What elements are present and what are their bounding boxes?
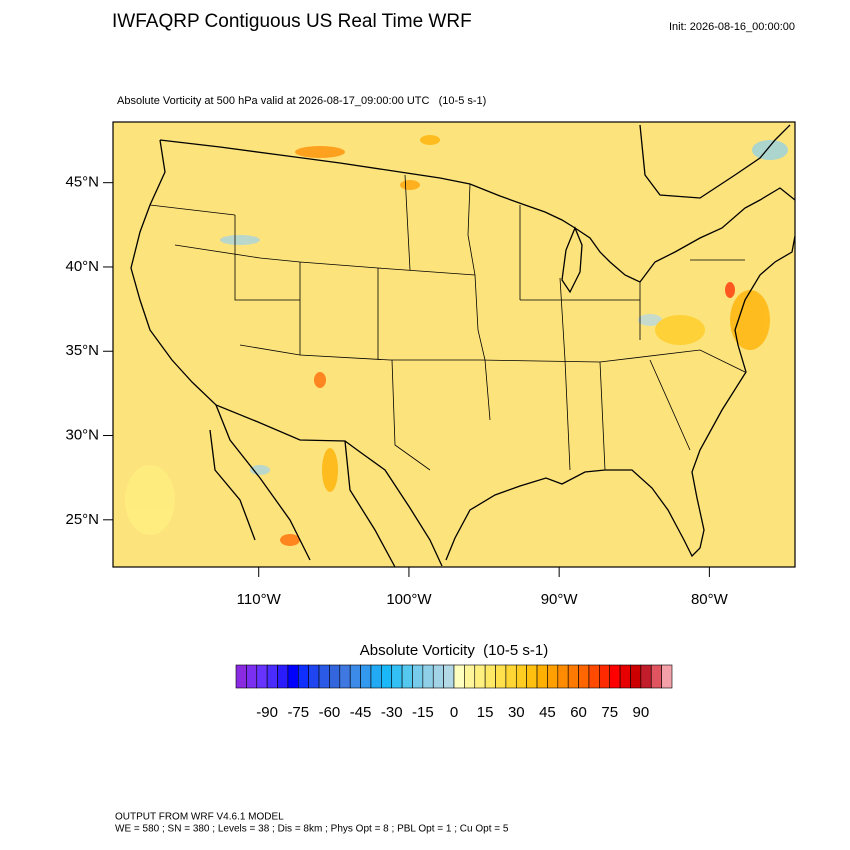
- colorbar-box: [277, 664, 289, 689]
- colorbar-box: [515, 664, 527, 689]
- colorbar-box: [464, 664, 476, 689]
- colorbar-box: [370, 664, 382, 689]
- colorbar-box: [619, 664, 631, 689]
- y-tick-label: 45°N: [65, 174, 99, 191]
- canada-coast: [639, 124, 791, 199]
- lake-michigan: [561, 226, 583, 294]
- y-tick-label: 35°N: [65, 342, 99, 359]
- colorbar-box: [661, 664, 673, 689]
- colorbar-box: [443, 664, 455, 689]
- colorbar-box: [422, 664, 434, 689]
- colorbar-box: [297, 664, 309, 689]
- colorbar-box: [318, 664, 330, 689]
- colorbar-tick-label: 0: [450, 704, 458, 721]
- colorbar-box: [235, 664, 247, 689]
- x-tick-label: 90°W: [541, 591, 579, 608]
- colorbar-box: [266, 664, 278, 689]
- x-tick-label: 80°W: [691, 591, 729, 608]
- footer-line: WE = 580 ; SN = 380 ; Levels = 38 ; Dis …: [115, 824, 509, 835]
- colorbar-box: [360, 664, 372, 689]
- colorbar-tick-label: -75: [287, 704, 309, 721]
- colorbar-box: [432, 664, 444, 689]
- colorbar-tick-label: 30: [508, 704, 525, 721]
- colorbar-box: [391, 664, 403, 689]
- colorbar-tick-label: 15: [477, 704, 494, 721]
- mexico-coast: [209, 404, 396, 568]
- y-tick-label: 30°N: [65, 426, 99, 443]
- colorbar-box: [536, 664, 548, 689]
- colorbar-tick-label: -90: [256, 704, 278, 721]
- colorbar-box: [339, 664, 351, 689]
- field-background: [113, 122, 795, 567]
- title: IWFAQRP Contiguous US Real Time WRF: [112, 11, 472, 32]
- colorbar-tick-label: -15: [412, 704, 434, 721]
- map-frame: [112, 121, 796, 568]
- map: 110°W 100°W 90°W 80°W 45°N 40°N 35°N 30°N 25°N: [65, 121, 796, 608]
- colorbar-box: [640, 664, 652, 689]
- colorbar-box: [547, 664, 559, 689]
- us-outline: [130, 139, 796, 567]
- colorbar-box: [609, 664, 621, 689]
- colorbar-box: [412, 664, 424, 689]
- colorbar-box: [567, 664, 579, 689]
- colorbar-box: [526, 664, 538, 689]
- colorbar-box: [578, 664, 590, 689]
- colorbar-box: [453, 664, 465, 689]
- y-tick-label: 40°N: [65, 258, 99, 275]
- colorbar-box: [329, 664, 341, 689]
- colorbar-box: [557, 664, 569, 689]
- colorbar-tick-label: -60: [319, 704, 341, 721]
- x-tick-label: 100°W: [386, 591, 432, 608]
- colorbar-tick-label: 75: [601, 704, 618, 721]
- x-tick-label: 110°W: [237, 591, 282, 608]
- init-time: Init: 2026-08-16_00:00:00: [669, 21, 795, 33]
- colorbar-box: [588, 664, 600, 689]
- colorbar-tick-label: 45: [539, 704, 556, 721]
- colorbar: -90 -75 -60 -45 -30 -15 0 15 30 45 60 75 90: [235, 664, 673, 721]
- colorbar-box: [599, 664, 611, 689]
- colorbar-box: [381, 664, 393, 689]
- colorbar-tick-label: -45: [350, 704, 372, 721]
- colorbar-box: [401, 664, 413, 689]
- colorbar-box: [349, 664, 361, 689]
- colorbar-box: [474, 664, 486, 689]
- colorbar-box: [256, 664, 268, 689]
- colorbar-box: [484, 664, 496, 689]
- y-tick-label: 25°N: [65, 511, 99, 528]
- colorbar-tick-label: -30: [381, 704, 403, 721]
- colorbar-box: [308, 664, 320, 689]
- colorbar-title: Absolute Vorticity (10-5 s-1): [360, 642, 548, 659]
- colorbar-tick-label: 90: [633, 704, 650, 721]
- subtitle: Absolute Vorticity at 500 hPa valid at 2…: [117, 95, 486, 107]
- colorbar-box: [505, 664, 517, 689]
- state-lines: [149, 174, 746, 471]
- colorbar-box: [287, 664, 299, 689]
- colorbar-box: [246, 664, 258, 689]
- colorbar-tick-label: 60: [570, 704, 587, 721]
- footer-line: OUTPUT FROM WRF V4.6.1 MODEL: [115, 812, 284, 823]
- colorbar-box: [495, 664, 507, 689]
- colorbar-box: [650, 664, 662, 689]
- colorbar-box: [630, 664, 642, 689]
- map-axes: 110°W 100°W 90°W 80°W 45°N 40°N 35°N 30°N 25°N: [65, 174, 728, 608]
